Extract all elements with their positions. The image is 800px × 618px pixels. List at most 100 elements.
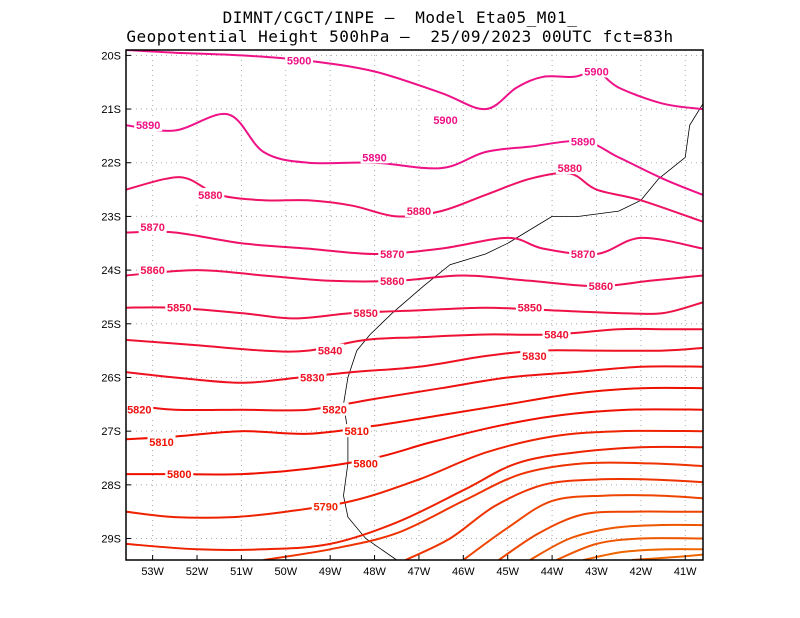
map-title-line2: Geopotential Height 500hPa – 25/09/2023 …: [126, 27, 674, 46]
lon-tick-label: 53W: [141, 566, 164, 578]
contour-label: 5840: [544, 330, 568, 342]
coastline-path: [343, 103, 703, 560]
lat-tick-label: 22S: [101, 158, 121, 170]
lat-tick-label: 28S: [101, 480, 121, 492]
contour-label: 5850: [353, 308, 377, 320]
contour-label-bg: [542, 327, 571, 341]
contour-label: 5880: [407, 206, 431, 218]
contour-label: 5800: [353, 458, 377, 470]
contour-label-bg: [569, 134, 598, 148]
contour-5750: [462, 494, 703, 560]
contour-label-bg: [360, 150, 389, 164]
contour-lines: 5900 5900 5900 5890 5890 5890 5880 5880 5880 5870…: [126, 50, 703, 560]
lon-tick-label: 48W: [363, 566, 386, 578]
contour-label: 5810: [345, 426, 369, 438]
contour-label: 5850: [167, 303, 191, 315]
contour-label-bg: [431, 112, 460, 126]
contour-label: 5840: [318, 346, 342, 358]
contour-5850: [126, 301, 703, 320]
contour-label-bg: [586, 279, 615, 293]
lat-tick-labels: 20S 21S 22S 23S 24S 25S 26S 27S 28S 29S: [101, 50, 131, 546]
contour-label-bg: [515, 300, 544, 314]
contour-5720: [556, 537, 703, 560]
lon-tick-label: 50W: [274, 566, 297, 578]
contour-label-bg: [582, 64, 611, 78]
coastline: [343, 103, 703, 560]
contour-label: 5870: [571, 249, 595, 261]
contour-5790: [126, 429, 703, 519]
contour-label: 5820: [322, 405, 346, 417]
contour-label-bg: [378, 273, 407, 287]
lat-tick-label: 25S: [101, 319, 121, 331]
contour-5840: [126, 327, 703, 353]
contour-label-bg: [404, 204, 433, 218]
contour-label-bg: [138, 220, 167, 234]
contour-5880: [126, 172, 703, 223]
contour-label: 5820: [127, 405, 151, 417]
lat-tick-label: 29S: [101, 534, 121, 546]
contour-5900: [126, 50, 703, 111]
contour-label-bg: [165, 467, 194, 481]
contour-5810: [126, 386, 703, 441]
contour-label-bg: [134, 118, 163, 132]
lon-tick-label: 46W: [452, 566, 475, 578]
contour-5780: [126, 445, 703, 551]
lon-tick-label: 52W: [186, 566, 209, 578]
contour-label: 5850: [518, 303, 542, 315]
contour-label: 5890: [136, 120, 160, 132]
map-title-line1: DIMNT/CGCT/INPE – Model Eta05_M01_: [222, 8, 578, 27]
contour-label: 5900: [433, 115, 457, 127]
contour-5860: [126, 269, 703, 288]
contour-label: 5830: [522, 351, 546, 363]
contour-5740: [498, 510, 703, 560]
contour-label: 5880: [558, 163, 582, 175]
contour-label: 5870: [140, 222, 164, 234]
lat-tick-label: 23S: [101, 211, 121, 223]
contour-label-bg: [138, 263, 167, 277]
contour-label-bg: [569, 247, 598, 260]
contour-label: 5860: [589, 281, 613, 293]
contour-label-bg: [520, 349, 549, 362]
contour-label-bg: [298, 370, 327, 384]
contour-label: 5890: [571, 136, 595, 148]
contour-label: 5900: [584, 66, 608, 78]
contour-label-bg: [320, 402, 349, 416]
contour-5700: [631, 553, 703, 560]
lat-tick-label: 26S: [101, 372, 121, 384]
contour-label: 5900: [287, 56, 311, 68]
contour-label-bg: [351, 456, 380, 470]
contour-5890: [126, 112, 703, 196]
contour-5710: [583, 548, 703, 560]
lon-tick-label: 42W: [630, 566, 653, 578]
contour-label: 5870: [380, 249, 404, 261]
contour-label-bg: [351, 306, 380, 320]
contour-label-bg: [342, 424, 371, 438]
lon-tick-label: 45W: [496, 566, 519, 578]
contour-5830: [126, 346, 703, 384]
contour-label-bg: [147, 434, 176, 448]
contour-label-bg: [165, 300, 194, 314]
contour-5820: [126, 365, 703, 412]
lat-tick-label: 27S: [101, 426, 121, 438]
contour-label: 5830: [300, 372, 324, 384]
lon-tick-label: 51W: [230, 566, 253, 578]
contour-label: 5860: [140, 265, 164, 277]
lon-tick-label: 44W: [541, 566, 564, 578]
contour-label-bg: [311, 499, 340, 513]
contour-5760: [405, 477, 703, 560]
lon-tick-label: 43W: [585, 566, 608, 578]
contour-label: 5860: [380, 276, 404, 288]
contour-label-bg: [555, 161, 584, 175]
contour-label: 5800: [167, 469, 191, 481]
contour-5770: [263, 461, 703, 560]
contour-5870: [126, 230, 703, 256]
lat-tick-label: 20S: [101, 50, 121, 62]
lon-tick-labels: 53W 52W 51W 50W 49W 48W 47W 46W 45W 44W 43W 42W 41W: [141, 555, 697, 578]
lon-tick-label: 41W: [674, 566, 697, 578]
contour-label: 5790: [313, 501, 337, 513]
contour-label-bg: [378, 247, 407, 260]
contour-label-bg: [196, 187, 225, 201]
contour-5730: [529, 523, 703, 560]
contour-label: 5810: [149, 437, 173, 449]
